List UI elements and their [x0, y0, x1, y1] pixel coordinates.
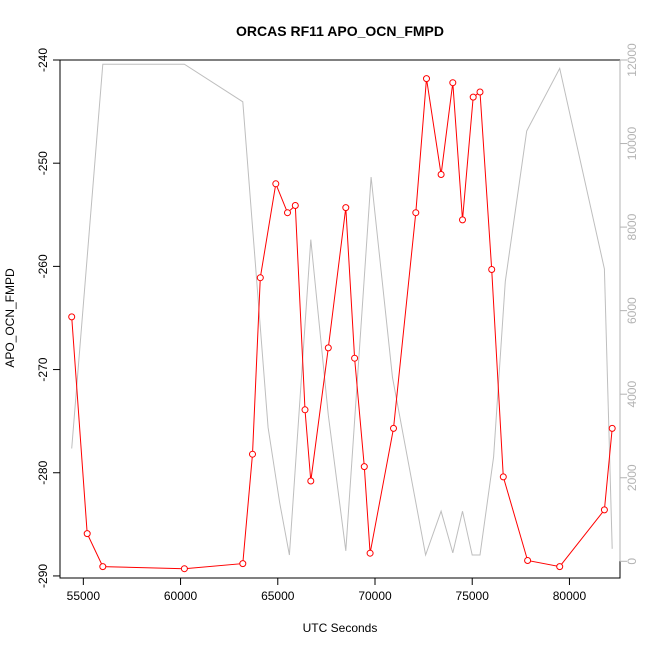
data-point	[469, 93, 477, 101]
data-point	[249, 450, 256, 458]
y2-tick-label: 4000	[625, 381, 639, 408]
y-tick-label: -280	[36, 460, 50, 484]
data-point	[390, 424, 397, 432]
x-tick-label: 70000	[358, 589, 392, 603]
data-point	[556, 563, 564, 571]
series-layer	[68, 63, 616, 573]
y-tick-label: -290	[36, 564, 50, 588]
y2-tick-label: 12000	[625, 43, 639, 77]
y-tick-label: -240	[36, 48, 50, 72]
data-point	[499, 473, 507, 481]
y2-tick-label: 0	[625, 558, 639, 565]
data-point	[366, 549, 374, 557]
plot-frame	[59, 59, 621, 579]
data-point	[459, 216, 466, 224]
data-point	[99, 563, 107, 571]
data-point	[600, 506, 608, 514]
y2-tick-label: 6000	[625, 297, 639, 324]
x-axis-label: UTC Seconds	[303, 621, 378, 635]
x-tick-label: 65000	[261, 589, 295, 603]
axes: 55000 60000 65000 70000 75000 80000-290-280-2…	[36, 43, 639, 603]
y-tick-label: -270	[36, 357, 50, 381]
chart-title: ORCAS RF11 APO_OCN_FMPD	[236, 23, 444, 39]
data-point	[360, 463, 368, 471]
data-point	[437, 171, 445, 178]
y-tick-label: -250	[36, 151, 50, 175]
data-point	[68, 313, 76, 321]
y-axis-label: APO_OCN_FMPD	[3, 268, 17, 368]
data-point	[180, 565, 188, 573]
data-point	[342, 204, 350, 212]
primary-series-line	[71, 78, 613, 570]
y-tick-label: -260	[36, 254, 50, 278]
x-tick-label: 55000	[67, 589, 101, 603]
y2-tick-label: 8000	[625, 213, 639, 240]
data-point	[423, 75, 430, 83]
data-point	[307, 477, 315, 485]
x-tick-label: 80000	[553, 589, 587, 603]
data-point	[256, 274, 264, 282]
data-point	[412, 209, 420, 217]
data-point	[449, 79, 457, 87]
data-point	[301, 406, 309, 414]
y2-tick-label: 10000	[625, 127, 639, 161]
data-point	[351, 354, 359, 362]
y2-tick-label: 2000	[625, 464, 639, 491]
data-point	[324, 344, 332, 352]
data-point	[272, 180, 280, 188]
x-tick-label: 75000	[456, 589, 490, 603]
data-point	[524, 557, 532, 564]
data-point	[291, 202, 299, 209]
data-point	[488, 266, 496, 273]
data-point	[239, 560, 247, 568]
data-point	[476, 88, 484, 96]
x-tick-label: 60000	[164, 589, 198, 603]
secondary-series-line	[71, 63, 613, 557]
data-point	[608, 424, 616, 432]
data-point	[83, 530, 91, 538]
data-point	[284, 209, 291, 217]
